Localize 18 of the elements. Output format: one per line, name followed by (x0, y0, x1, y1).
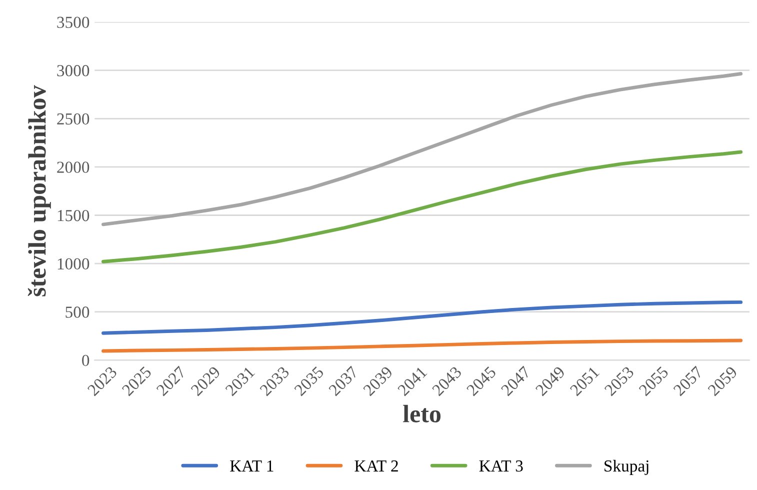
y-tick-label: 0 (82, 354, 90, 366)
y-axis-title: število uporabnikov (28, 85, 51, 296)
y-tick-label: 3500 (57, 16, 90, 28)
legend-label: Skupaj (604, 460, 648, 475)
line-series (102, 72, 743, 226)
y-tick-label: 3000 (57, 65, 90, 76)
y-tick-label: 2500 (57, 113, 90, 125)
legend-label: KAT 2 (354, 460, 398, 472)
x-axis-title: leto (403, 404, 441, 422)
y-tick-label: 500 (66, 306, 90, 318)
legend-label: KAT 3 (479, 460, 523, 472)
y-tick-label: 1500 (58, 210, 90, 222)
line-series (102, 338, 743, 353)
legend-label: KAT 1 (230, 460, 274, 472)
line-series (102, 150, 743, 264)
y-tick-label: 2000 (57, 162, 90, 173)
y-tick-label: 1000 (58, 258, 90, 270)
line-series (102, 300, 743, 335)
